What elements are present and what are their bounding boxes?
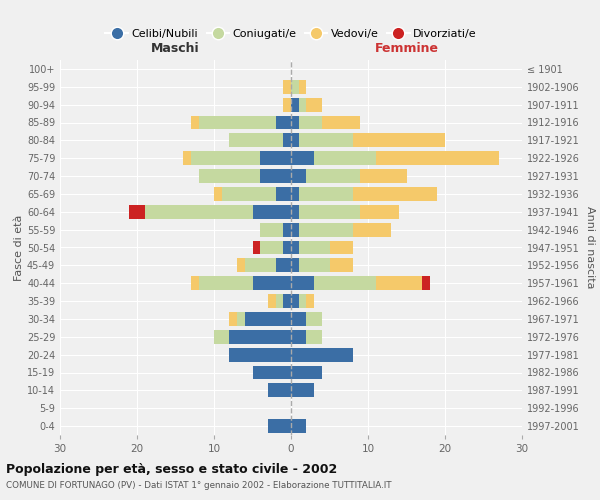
- Bar: [299, 240, 329, 254]
- Bar: [291, 348, 353, 362]
- Bar: [291, 134, 299, 147]
- Bar: [291, 276, 314, 290]
- Bar: [291, 240, 299, 254]
- Bar: [199, 116, 275, 130]
- Bar: [307, 169, 360, 183]
- Bar: [283, 80, 291, 94]
- Legend: Celibi/Nubili, Coniugati/e, Vedovi/e, Divorziati/e: Celibi/Nubili, Coniugati/e, Vedovi/e, Di…: [101, 24, 481, 43]
- Bar: [245, 258, 275, 272]
- Bar: [291, 330, 307, 344]
- Bar: [260, 151, 291, 165]
- Bar: [222, 187, 275, 201]
- Bar: [376, 151, 499, 165]
- Bar: [291, 80, 299, 94]
- Bar: [291, 384, 314, 398]
- Bar: [353, 187, 437, 201]
- Bar: [268, 294, 275, 308]
- Bar: [253, 276, 291, 290]
- Bar: [183, 151, 191, 165]
- Bar: [329, 258, 353, 272]
- Bar: [291, 258, 299, 272]
- Bar: [283, 134, 291, 147]
- Bar: [291, 187, 299, 201]
- Bar: [376, 276, 422, 290]
- Bar: [283, 98, 291, 112]
- Bar: [307, 330, 322, 344]
- Bar: [307, 312, 322, 326]
- Bar: [314, 151, 376, 165]
- Bar: [360, 169, 407, 183]
- Bar: [199, 169, 260, 183]
- Bar: [253, 240, 260, 254]
- Bar: [299, 116, 322, 130]
- Text: Maschi: Maschi: [151, 42, 200, 54]
- Bar: [283, 294, 291, 308]
- Bar: [245, 312, 291, 326]
- Bar: [275, 294, 283, 308]
- Bar: [275, 187, 291, 201]
- Bar: [299, 187, 353, 201]
- Bar: [299, 134, 353, 147]
- Bar: [191, 151, 260, 165]
- Bar: [291, 151, 314, 165]
- Bar: [275, 258, 291, 272]
- Bar: [291, 205, 299, 219]
- Bar: [422, 276, 430, 290]
- Y-axis label: Fasce di età: Fasce di età: [14, 214, 24, 280]
- Bar: [360, 205, 399, 219]
- Text: Popolazione per età, sesso e stato civile - 2002: Popolazione per età, sesso e stato civil…: [6, 462, 337, 475]
- Bar: [145, 205, 253, 219]
- Bar: [260, 169, 291, 183]
- Bar: [299, 80, 307, 94]
- Bar: [229, 312, 237, 326]
- Bar: [191, 276, 199, 290]
- Bar: [307, 294, 314, 308]
- Bar: [275, 116, 291, 130]
- Bar: [314, 276, 376, 290]
- Bar: [329, 240, 353, 254]
- Bar: [291, 222, 299, 236]
- Bar: [291, 169, 307, 183]
- Text: Femmine: Femmine: [374, 42, 439, 54]
- Bar: [268, 419, 291, 433]
- Bar: [229, 348, 291, 362]
- Bar: [214, 187, 222, 201]
- Bar: [191, 116, 199, 130]
- Bar: [353, 222, 391, 236]
- Bar: [299, 205, 360, 219]
- Bar: [353, 134, 445, 147]
- Bar: [253, 205, 291, 219]
- Bar: [229, 330, 291, 344]
- Bar: [283, 240, 291, 254]
- Bar: [199, 276, 253, 290]
- Bar: [214, 330, 229, 344]
- Bar: [299, 258, 329, 272]
- Text: COMUNE DI FORTUNAGO (PV) - Dati ISTAT 1° gennaio 2002 - Elaborazione TUTTITALIA.: COMUNE DI FORTUNAGO (PV) - Dati ISTAT 1°…: [6, 481, 392, 490]
- Bar: [237, 312, 245, 326]
- Bar: [260, 222, 283, 236]
- Bar: [291, 116, 299, 130]
- Bar: [229, 134, 283, 147]
- Bar: [307, 98, 322, 112]
- Bar: [237, 258, 245, 272]
- Bar: [253, 366, 291, 380]
- Bar: [291, 366, 322, 380]
- Bar: [291, 419, 307, 433]
- Y-axis label: Anni di nascita: Anni di nascita: [585, 206, 595, 289]
- Bar: [291, 98, 299, 112]
- Bar: [291, 312, 307, 326]
- Bar: [299, 222, 353, 236]
- Bar: [283, 222, 291, 236]
- Bar: [299, 294, 307, 308]
- Bar: [299, 98, 307, 112]
- Bar: [291, 294, 299, 308]
- Bar: [322, 116, 360, 130]
- Bar: [260, 240, 283, 254]
- Bar: [130, 205, 145, 219]
- Bar: [268, 384, 291, 398]
